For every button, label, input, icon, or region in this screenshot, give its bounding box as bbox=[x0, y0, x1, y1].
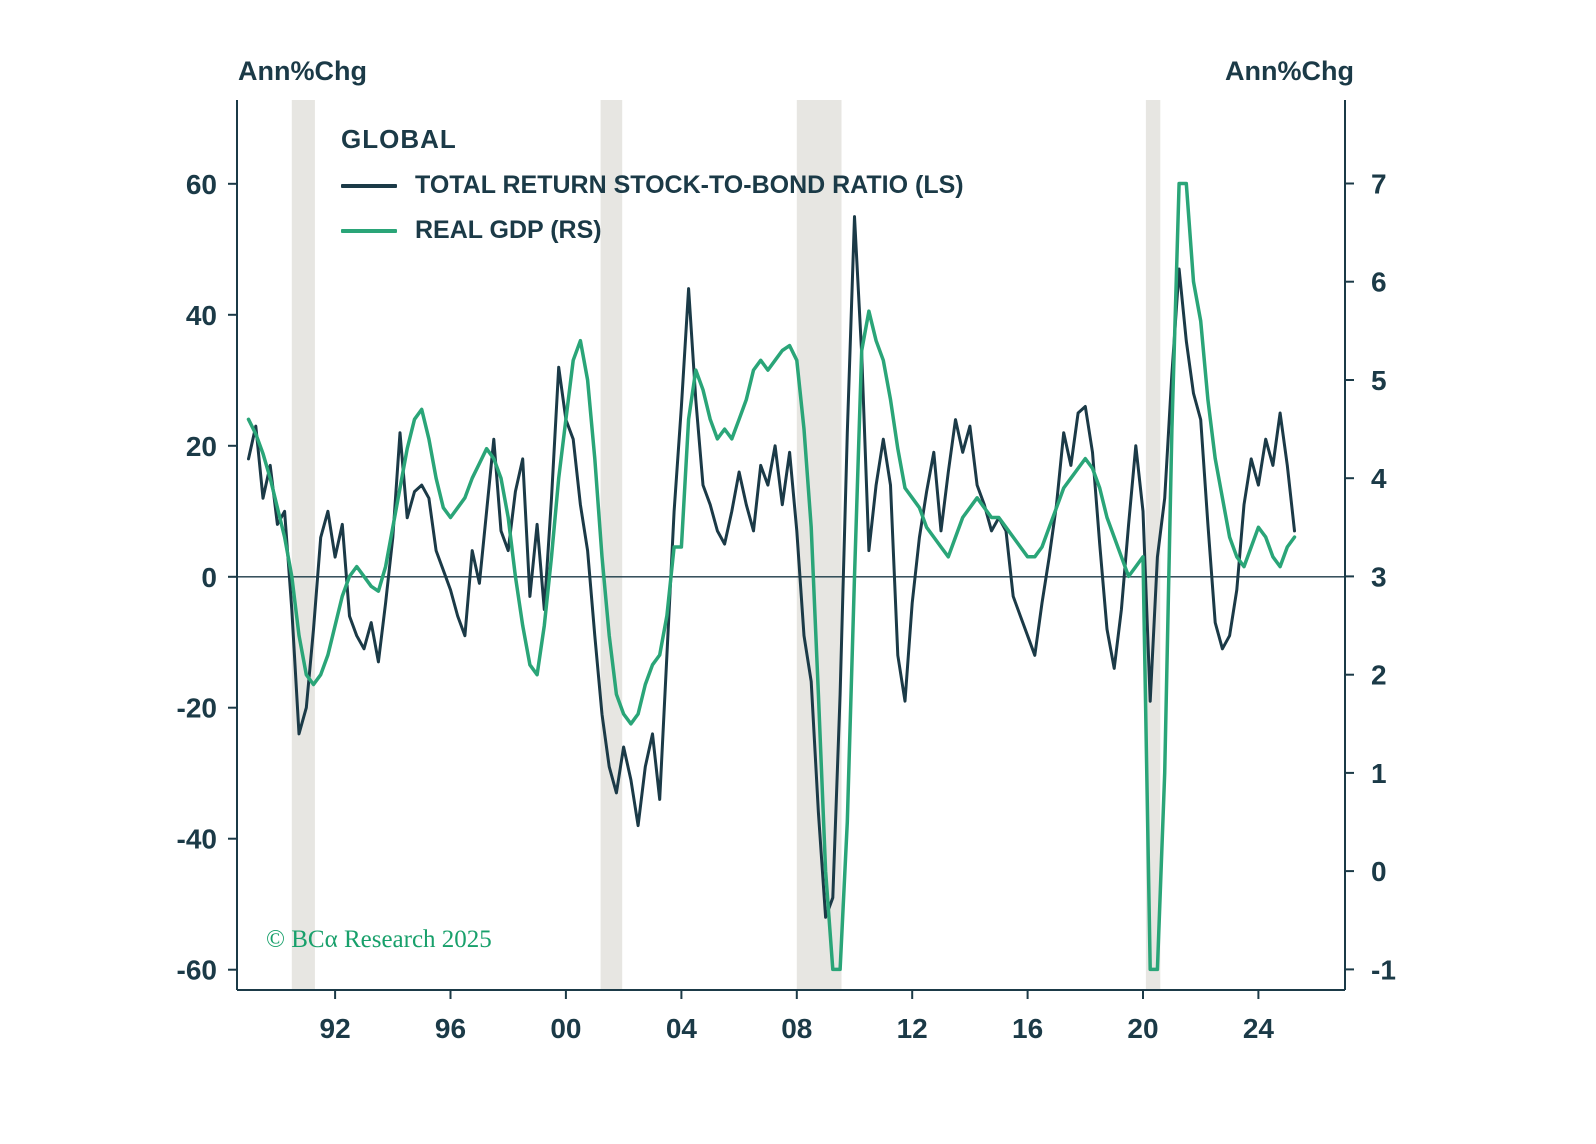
right-axis-tick-label: 2 bbox=[1371, 660, 1387, 691]
left-axis-tick-label: 60 bbox=[186, 169, 217, 200]
chart-title: GLOBAL bbox=[341, 124, 457, 154]
x-axis-tick-label: 92 bbox=[320, 1013, 351, 1044]
stock-bond-ratio-line bbox=[247, 215, 1296, 919]
legend: GLOBAL TOTAL RETURN STOCK-TO-BOND RATIO … bbox=[341, 124, 964, 245]
right-axis-tick-label: 6 bbox=[1371, 267, 1387, 298]
left-axis-tick-label: 40 bbox=[186, 300, 217, 331]
right-axis-tick-label: 7 bbox=[1371, 169, 1387, 200]
right-axis-tick-label: 3 bbox=[1371, 561, 1387, 592]
recession-band bbox=[600, 100, 623, 990]
copyright-footnote: © BCα Research 2025 bbox=[266, 926, 492, 953]
real-gdp-line-swatch-icon bbox=[341, 228, 397, 233]
recession-band bbox=[1145, 100, 1161, 990]
right-axis-tick-label: 4 bbox=[1371, 463, 1387, 494]
right-axis-tick-label: 0 bbox=[1371, 856, 1387, 887]
left-axis-tick-label: -60 bbox=[177, 955, 217, 986]
right-axis-unit-label: Ann%Chg bbox=[1225, 56, 1354, 86]
right-axis-tick-label: 5 bbox=[1371, 365, 1387, 396]
x-axis-tick-label: 20 bbox=[1127, 1013, 1158, 1044]
real-gdp-line bbox=[246, 181, 1297, 972]
recession-band bbox=[291, 100, 315, 990]
left-axis-tick-label: 0 bbox=[201, 562, 217, 593]
left-axis-tick-label: -40 bbox=[177, 824, 217, 855]
x-axis-tick-label: 04 bbox=[666, 1013, 698, 1044]
x-axis-tick-label: 16 bbox=[1012, 1013, 1043, 1044]
stock-bond-line-swatch-icon bbox=[341, 183, 397, 188]
right-axis-tick-label: -1 bbox=[1371, 954, 1396, 985]
legend-label-stock-bond: TOTAL RETURN STOCK-TO-BOND RATIO (LS) bbox=[415, 171, 964, 199]
legend-item-stock-bond: TOTAL RETURN STOCK-TO-BOND RATIO (LS) bbox=[341, 171, 964, 200]
left-axis-tick-label: 20 bbox=[186, 431, 217, 462]
x-axis-tick-label: 96 bbox=[435, 1013, 466, 1044]
x-axis-tick-label: 12 bbox=[897, 1013, 928, 1044]
x-axis-tick-label: 24 bbox=[1243, 1013, 1275, 1044]
legend-label-real-gdp: REAL GDP (RS) bbox=[415, 216, 602, 244]
left-axis-unit-label: Ann%Chg bbox=[238, 56, 367, 86]
x-axis-tick-label: 00 bbox=[550, 1013, 581, 1044]
x-axis-tick-label: 08 bbox=[781, 1013, 812, 1044]
left-axis-tick-label: -20 bbox=[177, 693, 217, 724]
right-axis-tick-label: 1 bbox=[1371, 758, 1387, 789]
legend-item-real-gdp: REAL GDP (RS) bbox=[341, 216, 964, 245]
